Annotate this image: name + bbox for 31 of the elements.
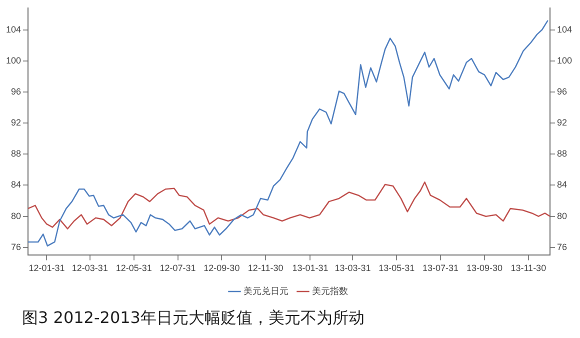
text: 图3 2012-2013年日元大幅贬值，美元不为所动 bbox=[22, 308, 364, 329]
x-tick-label: 12-11-30 bbox=[248, 263, 284, 274]
x-tick-label: 12-07-31 bbox=[160, 263, 196, 274]
y-tick-label: 76 bbox=[11, 242, 22, 252]
y2-tick-label: 104 bbox=[556, 24, 572, 34]
y-tick-label: 88 bbox=[11, 148, 22, 159]
x-tick-label: 12-01-31 bbox=[28, 263, 65, 274]
x-tick-label: 12-03-31 bbox=[72, 263, 108, 274]
legend-label: 美元指数 bbox=[312, 286, 348, 296]
y-tick-label: 100 bbox=[6, 55, 22, 66]
y-tick-label: 104 bbox=[6, 24, 22, 34]
legend-label: 美元兑日元 bbox=[244, 286, 288, 296]
y2-tick-label: 100 bbox=[556, 55, 572, 66]
x-tick-label: 13-01-31 bbox=[292, 263, 328, 274]
y2-tick-label: 92 bbox=[556, 118, 567, 128]
y-tick-label: 84 bbox=[11, 180, 22, 190]
y2-tick-label: 76 bbox=[556, 242, 567, 252]
x-tick-label: 13-07-31 bbox=[422, 263, 459, 274]
x-tick-label: 12-09-30 bbox=[204, 263, 240, 274]
y2-tick-label: 96 bbox=[556, 86, 567, 96]
x-tick-label: 13-09-30 bbox=[466, 263, 502, 274]
y-tick-label: 96 bbox=[11, 86, 22, 96]
x-tick-label: 12-05-31 bbox=[116, 263, 152, 274]
x-tick-label: 13-03-31 bbox=[334, 263, 371, 274]
x-tick-label: 13-05-31 bbox=[378, 263, 415, 274]
y-tick-label: 80 bbox=[11, 210, 22, 221]
y2-tick-label: 80 bbox=[556, 210, 567, 221]
y-tick-label: 92 bbox=[11, 118, 22, 128]
y2-tick-label: 84 bbox=[556, 180, 567, 190]
y2-tick-label: 88 bbox=[556, 148, 567, 159]
x-tick-label: 13-11-30 bbox=[510, 263, 546, 274]
